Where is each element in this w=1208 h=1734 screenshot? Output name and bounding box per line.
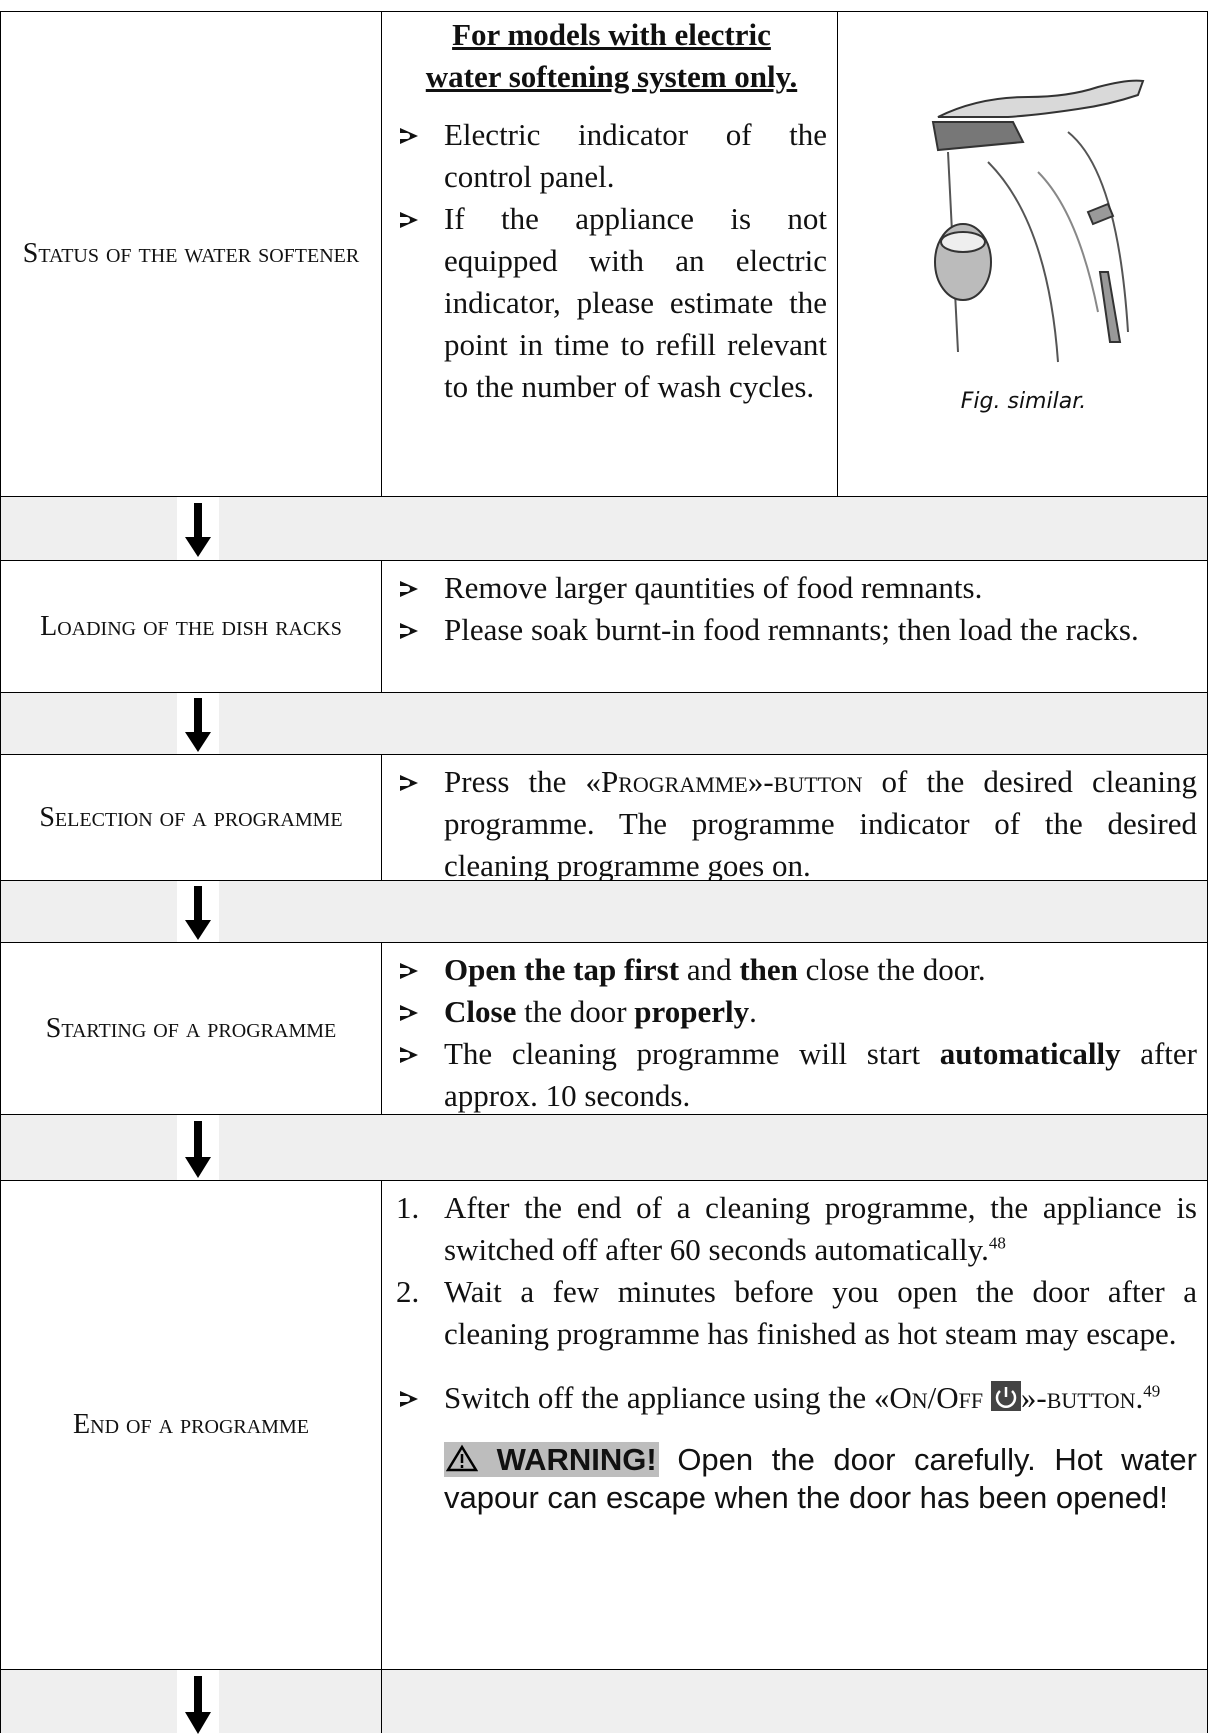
row-content: Open the tap first and then close the do… xyxy=(381,942,1208,1115)
text: If the appliance is not equipped with an… xyxy=(444,201,827,404)
text: On/Off xyxy=(889,1380,984,1415)
label: Selection of a programme xyxy=(39,801,343,833)
label: Loading of the dish racks xyxy=(40,610,342,642)
figure-cell: Fig. similar. xyxy=(837,11,1208,497)
text: Electric indicator of the control panel. xyxy=(444,117,827,194)
arrow-row xyxy=(0,692,1208,755)
text: properly xyxy=(634,994,750,1029)
arrow xyxy=(177,881,219,942)
label: End of a programme xyxy=(73,1409,309,1440)
arrow xyxy=(177,1115,219,1180)
row-label: End of a programme xyxy=(0,1180,382,1670)
warning-text: Open the door carefully. Hot water vapou… xyxy=(444,1442,1197,1515)
row-label: Selection of a programme xyxy=(0,754,382,881)
figure-caption: Fig. similar. xyxy=(960,389,1087,414)
text: »- xyxy=(747,764,774,799)
text: Wait a few minutes before you open the d… xyxy=(444,1274,1197,1351)
text: The cleaning programme will start xyxy=(444,1036,940,1071)
text: button xyxy=(773,764,863,799)
arrow-row xyxy=(0,880,1208,943)
bullet-item: If the appliance is not equipped with an… xyxy=(396,198,827,408)
arrow xyxy=(177,693,219,754)
row-label: Status of the water softener xyxy=(0,11,382,497)
arrow-row xyxy=(381,1669,1208,1733)
text: . xyxy=(1135,1380,1144,1415)
footnote: 49 xyxy=(1143,1381,1161,1401)
text: Close xyxy=(444,994,517,1029)
warning: WARNING! Open the door carefully. Hot wa… xyxy=(444,1441,1197,1517)
warning-label: WARNING! xyxy=(496,1442,657,1477)
bullet-item: Close the door properly. xyxy=(396,991,1197,1033)
bullet-item: Remove larger qauntities of food remnant… xyxy=(396,567,1197,609)
text: automatically xyxy=(939,1036,1121,1071)
heading: For models with electric water softening… xyxy=(425,17,798,94)
text: Open the tap first xyxy=(444,952,680,987)
arrow-row xyxy=(0,1114,1208,1181)
text: After the end of a cleaning programme, t… xyxy=(444,1190,1197,1267)
bullet-item: Please soak burnt-in food remnants; then… xyxy=(396,609,1197,651)
footnote: 48 xyxy=(988,1233,1006,1253)
number: 1. xyxy=(396,1190,420,1225)
text: Switch off the appliance using the « xyxy=(444,1380,890,1415)
numbered-item: 1. After the end of a cleaning programme,… xyxy=(396,1187,1197,1271)
text: after approx. 10 seconds. xyxy=(444,1036,1198,1113)
text: Remove larger qauntities of food remnant… xyxy=(444,570,983,605)
text: the door xyxy=(516,994,635,1029)
row-label: Loading of the dish racks xyxy=(0,560,382,693)
text: Programme xyxy=(600,764,748,799)
text: . xyxy=(749,994,757,1029)
row-content: 1. After the end of a cleaning programme,… xyxy=(381,1180,1208,1670)
text: »- xyxy=(1020,1380,1047,1415)
arrow-row xyxy=(0,1669,382,1734)
text: button xyxy=(1046,1380,1136,1415)
arrow xyxy=(177,497,219,560)
bullet-item: Open the tap first and then close the do… xyxy=(396,949,1197,991)
bullet-item: Press the «Programme»-button of the desi… xyxy=(396,761,1197,887)
label: Starting of a programme xyxy=(45,1012,337,1044)
arrow-row xyxy=(0,496,1208,561)
power-icon xyxy=(990,1381,1021,1411)
number: 2. xyxy=(396,1274,420,1309)
row-content: For models with electric water softening… xyxy=(381,11,838,497)
label: Status of the water softener xyxy=(22,238,360,269)
warning-icon xyxy=(445,1444,479,1472)
bullet-item: The cleaning programme will start automa… xyxy=(396,1033,1197,1117)
row-content: Remove larger qauntities of food remnant… xyxy=(381,560,1208,693)
figure xyxy=(931,79,1145,363)
text: close the door. xyxy=(797,952,986,987)
bullet-item: Switch off the appliance using the «On/O… xyxy=(396,1377,1197,1419)
row-content: Press the «Programme»-button of the desi… xyxy=(381,754,1208,883)
arrow xyxy=(177,1670,219,1734)
row-label: Starting of a programme xyxy=(0,942,382,1115)
text: Please soak burnt-in food remnants; then… xyxy=(444,612,1139,647)
numbered-item: 2. Wait a few minutes before you open the… xyxy=(396,1271,1197,1355)
text: of the desired cleaning programme. The p… xyxy=(444,764,1197,883)
text: and xyxy=(679,952,740,987)
text: then xyxy=(739,952,798,987)
bullet-item: Electric indicator of the control panel. xyxy=(396,114,827,198)
text: Press the « xyxy=(444,764,601,799)
